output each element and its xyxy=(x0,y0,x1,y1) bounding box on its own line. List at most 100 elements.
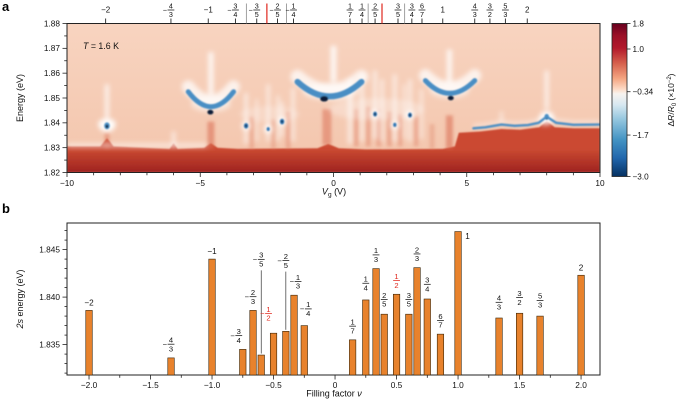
fraction-label: 12 xyxy=(393,272,400,290)
x-tick-label: −1.5 xyxy=(142,380,159,390)
fraction-label: 2 xyxy=(525,6,530,15)
bar-nu-3/2 xyxy=(516,312,524,376)
x-axis-title-a: Vg (V) xyxy=(322,187,346,199)
y-tick-label: 1.83 xyxy=(44,143,61,153)
panel-a-letter: a xyxy=(2,0,10,14)
x-tick-label: 1.0 xyxy=(452,380,464,390)
fraction-label: 67 xyxy=(418,1,426,19)
fraction-numerator: 1 xyxy=(360,1,364,10)
bar-nu--2 xyxy=(85,310,93,376)
white-streak xyxy=(499,111,504,124)
colorbar: 1.8 1.0 −0.34 −1.7 −3.0 ΔR/R0 (×10−2) xyxy=(611,19,678,181)
fraction-label: −2 xyxy=(101,6,111,15)
white-streak xyxy=(446,49,453,82)
fraction-denominator: 3 xyxy=(497,303,501,312)
red-streak xyxy=(353,109,359,147)
y-tick-label: 1.86 xyxy=(44,68,61,78)
bar-nu--1 xyxy=(208,258,216,376)
red-streak xyxy=(365,106,371,147)
colorbar-title: ΔR/R0 (×10−2) xyxy=(666,73,678,126)
fraction-minus: − xyxy=(253,255,258,264)
blue-dot xyxy=(266,127,270,132)
x-tick-label: 10 xyxy=(595,178,605,188)
bar-nu-2/3 xyxy=(413,267,421,376)
x-tick-label: −10 xyxy=(60,178,74,188)
white-streak xyxy=(276,95,280,142)
bar-nu--3/5 xyxy=(257,354,265,376)
fraction-label: 32 xyxy=(486,1,494,19)
fraction-numerator: 4 xyxy=(169,336,173,345)
dip-halo xyxy=(290,69,369,98)
fraction-label: −34 xyxy=(227,1,239,19)
y-tick-label: 1.840 xyxy=(39,292,60,302)
x-tick-label: 5 xyxy=(464,178,469,188)
fraction-label: 35 xyxy=(405,291,413,309)
fraction-minus: − xyxy=(163,340,168,349)
fraction-int: 1 xyxy=(441,6,446,15)
white-streak xyxy=(104,84,110,118)
y-tick-label: 1.845 xyxy=(39,245,60,255)
fraction-numerator: 5 xyxy=(538,292,542,301)
fraction-denominator: 7 xyxy=(350,326,354,335)
fraction-label: −14 xyxy=(285,1,297,19)
fraction-denominator: 2 xyxy=(394,281,398,290)
bar-nu--1/3 xyxy=(290,294,298,376)
fraction-label: 23 xyxy=(413,245,421,263)
charge-band xyxy=(67,120,600,173)
x-tick-label: 0.5 xyxy=(391,380,403,390)
white-streak xyxy=(290,88,295,142)
fraction-minus: − xyxy=(163,6,167,15)
red-streak xyxy=(104,132,110,149)
bar-nu--2/3 xyxy=(249,310,257,376)
fraction-denominator: 2 xyxy=(488,10,492,19)
fraction-label: 53 xyxy=(536,292,544,310)
blue-dot-core xyxy=(374,112,376,116)
fraction-denominator: 3 xyxy=(538,301,542,310)
white-streak xyxy=(360,74,365,142)
y-tick-label: 1.87 xyxy=(44,43,61,53)
fraction-label: −43 xyxy=(163,1,175,19)
bar-label: −2 xyxy=(84,298,94,307)
fraction-label: 34 xyxy=(408,1,416,19)
y-tick-label: 1.835 xyxy=(39,340,60,350)
bars: −2− 43−1− 34− 23− 35− 12− 25− 13− 14171413251235… xyxy=(84,231,585,376)
fraction-minus: − xyxy=(300,305,305,314)
fraction-int: 2 xyxy=(525,6,530,15)
blue-dot-core xyxy=(245,124,247,128)
bar-label: 2 xyxy=(579,263,584,272)
blue-dot-core xyxy=(409,113,411,117)
fraction-denominator: 3 xyxy=(415,254,419,263)
fraction-numerator: 2 xyxy=(382,291,386,300)
fraction-numerator: 3 xyxy=(407,291,411,300)
fraction-numerator: 2 xyxy=(276,1,280,10)
fraction-numerator: 3 xyxy=(237,327,241,336)
y-axis-a: 1.82 1.83 1.84 1.85 1.86 1.87 1.88 xyxy=(44,18,67,177)
fraction-numerator: 1 xyxy=(374,246,378,255)
x-tick-label: −5 xyxy=(196,178,206,188)
dip-core xyxy=(320,95,329,102)
fraction-label: 35 xyxy=(394,1,402,19)
panel-b-letter: b xyxy=(2,201,10,216)
red-streak xyxy=(271,119,277,149)
x-axis-title-b: Filling factor ν xyxy=(306,389,362,399)
fraction-numerator: 2 xyxy=(284,252,288,261)
fraction-denominator: 5 xyxy=(396,10,400,19)
fraction-label: 32 xyxy=(516,289,523,307)
fraction-denominator: 4 xyxy=(410,10,414,19)
fraction-label: 34 xyxy=(423,276,431,294)
fraction-denominator: 2 xyxy=(517,298,521,307)
white-band xyxy=(67,142,207,149)
panel-b-bar-chart: −2.0 −1.5 −1.0 −0.5 0 0.5 1.0 1.5 2.0 Filling fac… xyxy=(15,222,601,399)
fraction-label: −13 xyxy=(290,273,302,291)
dip-halo xyxy=(181,80,241,108)
fraction-minus: − xyxy=(277,256,282,265)
fraction-int: −1 xyxy=(204,6,214,15)
fraction-label: −43 xyxy=(163,336,175,353)
fraction-label: 25 xyxy=(380,291,388,309)
fraction-numerator: 3 xyxy=(517,289,521,298)
bar-nu-1/3 xyxy=(372,268,380,376)
red-streak xyxy=(413,116,419,147)
red-streak xyxy=(249,116,255,149)
red-streak xyxy=(376,109,382,147)
fraction-denominator: 5 xyxy=(284,261,288,270)
